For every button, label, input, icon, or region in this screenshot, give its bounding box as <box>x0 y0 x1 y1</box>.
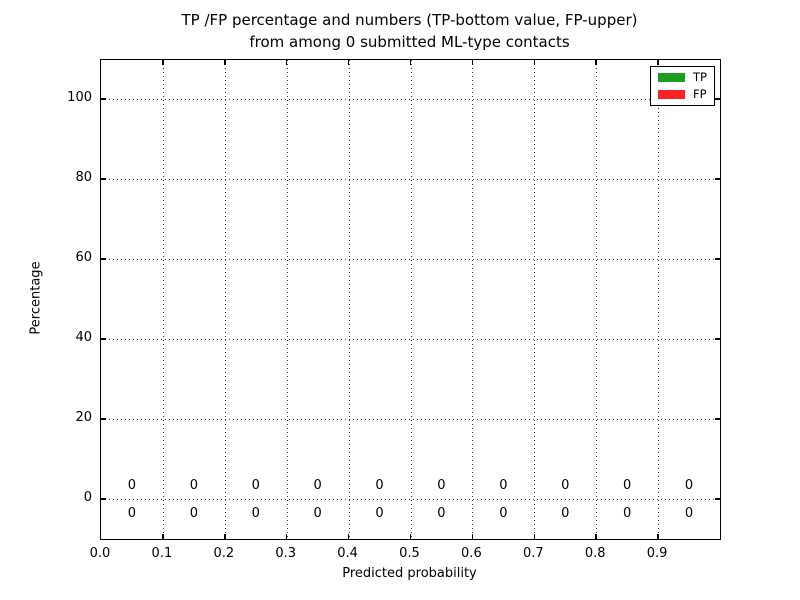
y-tick-mark <box>101 98 106 100</box>
chart-title-line-1: TP /FP percentage and numbers (TP-bottom… <box>181 11 638 29</box>
x-tick-label: 0.6 <box>461 546 482 561</box>
x-tick-mark <box>162 60 164 65</box>
fp-count-label: 0 <box>623 478 632 494</box>
fp-count-label: 0 <box>437 478 446 494</box>
v-gridline <box>162 60 164 539</box>
x-tick-label: 0.5 <box>399 546 420 561</box>
x-tick-label: 0.8 <box>584 546 606 561</box>
x-tick-mark <box>533 534 536 539</box>
x-tick-mark <box>657 60 659 65</box>
tp-count-label: 0 <box>437 506 446 522</box>
x-tick-label: 0.2 <box>213 546 235 561</box>
fp-legend-swatch <box>658 89 686 99</box>
y-tick-mark <box>715 418 720 420</box>
y-tick-label: 60 <box>75 250 92 265</box>
x-axis-label: Predicted probability <box>342 566 477 581</box>
chart-title-line-2: from among 0 submitted ML-type contacts <box>249 33 570 51</box>
chart-title: TP /FP percentage and numbers (TP-bottom… <box>100 9 719 53</box>
v-gridline <box>472 60 474 539</box>
x-tick-label: 0.9 <box>646 546 668 561</box>
x-tick-mark <box>224 534 226 539</box>
tp-count-label: 0 <box>561 506 570 522</box>
y-tick-label: 20 <box>75 410 92 425</box>
y-axis-label: Percentage <box>28 261 44 335</box>
x-tick-mark <box>471 534 474 539</box>
x-tick-mark <box>409 60 412 65</box>
v-gridline <box>658 60 660 539</box>
y-tick-mark <box>715 258 720 260</box>
x-tick-mark <box>285 60 288 65</box>
y-tick-mark <box>715 338 720 340</box>
x-tick-label: 0.0 <box>89 546 111 561</box>
y-tick-mark <box>101 418 106 420</box>
tp-count-label: 0 <box>375 506 384 522</box>
x-tick-mark <box>409 534 412 539</box>
v-gridline <box>534 60 536 539</box>
plot-area: TP FP 0 0 0 0 0 0 0 0 0 0 0 0 0 0 0 0 0 0 0 0 <box>100 59 721 540</box>
y-tick-label: 80 <box>75 170 92 185</box>
x-tick-label: 0.3 <box>275 546 297 561</box>
x-tick-mark <box>285 534 288 539</box>
v-gridline <box>410 60 412 539</box>
y-tick-mark <box>715 98 720 100</box>
y-tick-mark <box>101 258 106 260</box>
y-tick-mark <box>715 498 720 500</box>
x-tick-mark <box>595 60 597 65</box>
x-tick-mark <box>533 60 536 65</box>
y-tick-label: 100 <box>67 90 92 105</box>
fp-count-label: 0 <box>499 478 508 494</box>
fp-count-label: 0 <box>313 478 322 494</box>
y-tick-label: 0 <box>83 490 92 505</box>
x-tick-mark <box>162 534 164 539</box>
x-tick-mark <box>471 60 474 65</box>
tp-count-label: 0 <box>499 506 508 522</box>
v-gridline <box>286 60 288 539</box>
tp-count-label: 0 <box>684 506 694 522</box>
tp-count-label: 0 <box>251 506 260 522</box>
legend-entry: FP <box>658 86 707 101</box>
legend-entry: TP <box>658 70 707 84</box>
fp-count-label: 0 <box>127 478 137 494</box>
x-tick-mark <box>347 534 350 539</box>
y-tick-mark <box>101 498 106 500</box>
fp-count-label: 0 <box>375 478 384 494</box>
fp-count-label: 0 <box>189 478 198 494</box>
y-tick-label: 40 <box>75 330 92 345</box>
tp-count-label: 0 <box>623 506 632 522</box>
x-tick-mark <box>347 60 350 65</box>
x-tick-mark <box>595 534 597 539</box>
x-tick-label: 0.4 <box>337 546 358 561</box>
y-tick-mark <box>101 338 106 340</box>
fp-count-label: 0 <box>684 478 694 494</box>
tp-count-label: 0 <box>127 506 137 522</box>
legend: TP FP <box>650 66 715 106</box>
v-gridline <box>596 60 598 539</box>
x-tick-label: 0.7 <box>522 546 544 561</box>
v-gridline <box>224 60 226 539</box>
legend-label: TP <box>693 70 707 84</box>
fp-count-label: 0 <box>251 478 260 494</box>
v-gridline <box>348 60 350 539</box>
legend-label: FP <box>693 86 707 101</box>
y-tick-mark <box>715 178 720 180</box>
tp-legend-swatch <box>658 73 686 83</box>
tp-count-label: 0 <box>313 506 322 522</box>
fp-count-label: 0 <box>561 478 570 494</box>
y-tick-mark <box>101 178 106 180</box>
x-tick-label: 0.1 <box>151 546 173 561</box>
tp-count-label: 0 <box>189 506 198 522</box>
x-tick-mark <box>224 60 226 65</box>
x-tick-mark <box>657 534 659 539</box>
